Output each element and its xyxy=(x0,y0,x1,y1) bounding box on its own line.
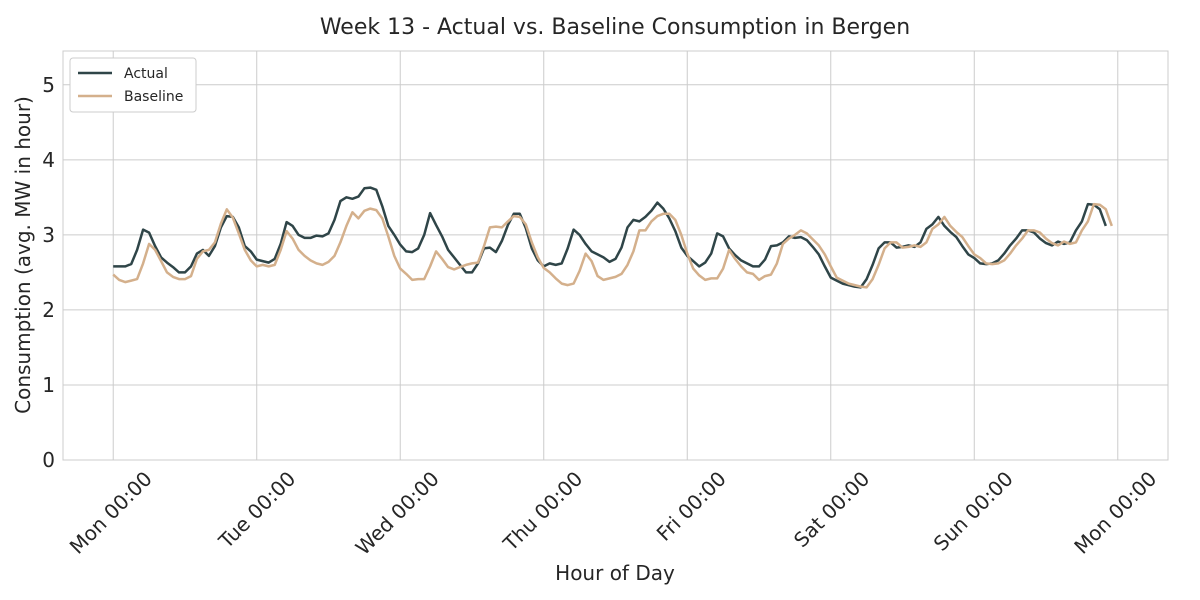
y-tick-label: 5 xyxy=(42,73,55,97)
x-tick-label: Sat 00:00 xyxy=(789,467,874,552)
chart-title: Week 13 - Actual vs. Baseline Consumptio… xyxy=(320,15,910,40)
legend-box xyxy=(69,57,197,113)
x-tick-label: Sun 00:00 xyxy=(929,467,1018,556)
x-axis-label: Hour of Day xyxy=(555,561,675,585)
y-tick-label: 2 xyxy=(42,298,55,322)
y-tick-label: 1 xyxy=(42,373,55,397)
legend-label-baseline: Baseline xyxy=(124,89,183,105)
y-tick-labels: 0 1 2 3 4 5 xyxy=(42,73,55,472)
x-tick-label: Mon 00:00 xyxy=(1069,467,1161,559)
x-tick-label: Tue 00:00 xyxy=(213,467,300,554)
series-line-actual xyxy=(113,186,1107,289)
plot-frame xyxy=(62,50,1169,461)
legend: Actual Baseline xyxy=(69,57,197,113)
series-layer xyxy=(112,186,1113,289)
series-line-baseline xyxy=(112,202,1113,289)
y-tick-label: 4 xyxy=(42,148,55,172)
x-tick-label: Mon 00:00 xyxy=(65,467,157,559)
legend-label-actual: Actual xyxy=(124,66,168,82)
x-tick-label: Wed 00:00 xyxy=(351,467,444,560)
y-tick-label: 0 xyxy=(42,448,55,472)
y-tick-label: 3 xyxy=(42,223,55,247)
x-tick-labels: Mon 00:00 Tue 00:00 Wed 00:00 Thu 00:00 Fri … xyxy=(65,467,1162,560)
x-tick-label: Thu 00:00 xyxy=(498,467,587,556)
x-tick-label: Fri 00:00 xyxy=(652,467,731,546)
y-axis-label: Consumption (avg. MW in hour) xyxy=(11,96,35,414)
